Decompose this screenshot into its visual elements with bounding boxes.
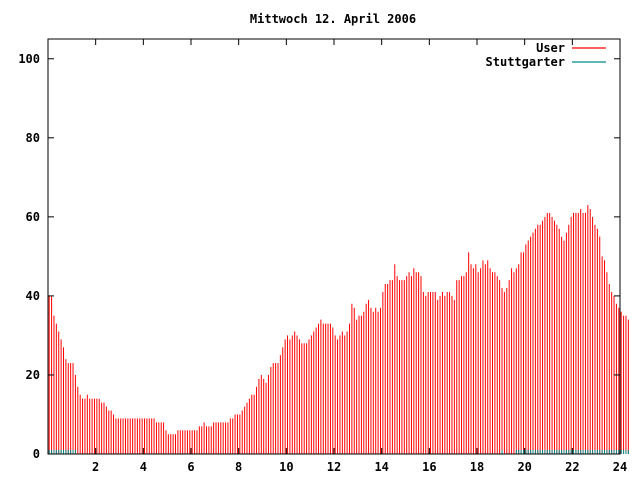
x-tick-label: 24 bbox=[613, 460, 627, 474]
x-tick-label: 8 bbox=[235, 460, 242, 474]
y-tick-label: 20 bbox=[26, 368, 40, 382]
x-tick-label: 4 bbox=[140, 460, 147, 474]
series-stuttgarter bbox=[48, 450, 629, 454]
x-tick-label: 22 bbox=[565, 460, 579, 474]
x-axis: 2 4 6 8 10 12 14 16 18 20 22 24 bbox=[92, 39, 627, 474]
y-tick-label: 60 bbox=[26, 210, 40, 224]
series-user bbox=[48, 205, 629, 454]
plot-frame bbox=[47, 38, 621, 455]
legend-label-user: User bbox=[536, 41, 565, 55]
x-tick-label: 6 bbox=[187, 460, 194, 474]
y-axis: 0 20 40 60 80 100 bbox=[18, 52, 620, 461]
x-tick-label: 10 bbox=[279, 460, 293, 474]
y-tick-label: 0 bbox=[33, 447, 40, 461]
x-tick-label: 18 bbox=[470, 460, 484, 474]
x-tick-label: 12 bbox=[327, 460, 341, 474]
legend: User Stuttgarter bbox=[486, 41, 606, 69]
chart-title: Mittwoch 12. April 2006 bbox=[250, 12, 416, 26]
legend-label-stuttgarter: Stuttgarter bbox=[486, 55, 565, 69]
y-tick-label: 40 bbox=[26, 289, 40, 303]
x-tick-label: 14 bbox=[374, 460, 388, 474]
y-tick-label: 80 bbox=[26, 131, 40, 145]
x-tick-label: 16 bbox=[422, 460, 436, 474]
x-tick-label: 20 bbox=[517, 460, 531, 474]
y-tick-label: 100 bbox=[18, 52, 40, 66]
x-tick-label: 2 bbox=[92, 460, 99, 474]
